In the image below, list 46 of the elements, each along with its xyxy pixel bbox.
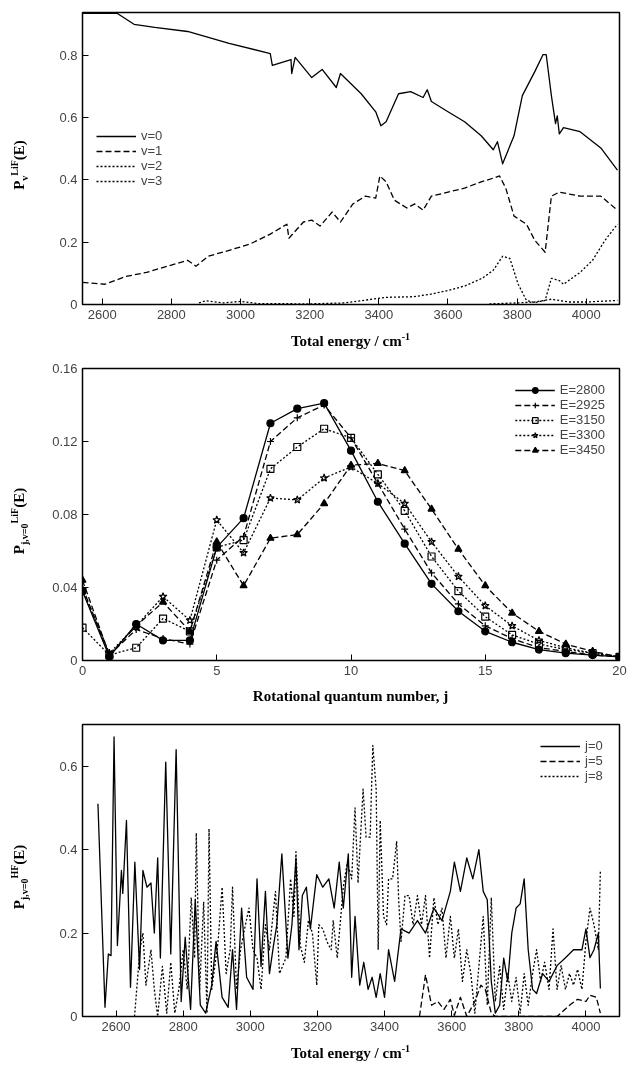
x-tick-label: 3000 [226, 306, 255, 322]
legend-label: v=0 [141, 128, 163, 143]
x-tick-label: 4000 [571, 306, 601, 322]
x-tick-label: 10 [343, 662, 359, 678]
x-tick-label: 3200 [302, 1018, 332, 1034]
x-tick-label: 3400 [364, 306, 394, 322]
x-axis-title: Total energy / cm$^{-1}$ [290, 1042, 411, 1063]
x-tick-label: 15 [478, 662, 493, 678]
legend-label: j=0 [585, 738, 604, 753]
x-axis-title: Total energy / cm$^{-1}$ [290, 330, 411, 351]
y-tick-label: 0.2 [59, 925, 78, 941]
x-tick-label: 2600 [101, 1018, 131, 1034]
y-tick-label: 0.8 [59, 47, 78, 63]
x-tick-label: 3800 [504, 1018, 534, 1034]
x-tick-label: 2600 [87, 306, 117, 322]
y-tick-label: 0.04 [52, 580, 78, 595]
y-tick-label: 0.12 [52, 434, 78, 449]
x-tick-label: 3600 [433, 306, 463, 322]
y-tick-label: 0.6 [59, 110, 78, 126]
x-tick-label: 3800 [502, 306, 532, 322]
x-tick-label: 2800 [168, 1018, 198, 1034]
y-tick-label: 0.2 [59, 234, 78, 250]
y-tick-label: 0.4 [59, 172, 78, 188]
x-tick-label: 4000 [571, 1018, 601, 1034]
y-tick-label: 0.08 [52, 507, 78, 522]
legend-label: E=3150 [559, 412, 605, 427]
legend-label: E=3300 [559, 427, 605, 442]
legend-label: j=8 [585, 768, 604, 783]
x-axis-title: Rotational quantum number, j [251, 687, 450, 706]
legend-label: v=2 [141, 158, 163, 173]
legend-label: v=3 [141, 173, 163, 188]
x-tick-label: 20 [612, 662, 627, 678]
x-tick-label: 3000 [235, 1018, 265, 1034]
legend-label: E=2925 [559, 397, 605, 412]
legend-label: v=1 [141, 143, 163, 158]
x-tick-label: 3600 [437, 1018, 467, 1034]
x-tick-label: 3400 [370, 1018, 400, 1034]
legend-label: j=5 [585, 753, 604, 768]
x-tick-label: 5 [213, 662, 221, 678]
x-tick-label: 2800 [156, 306, 186, 322]
y-tick-label: 0.16 [52, 361, 78, 376]
legend-label: E=2800 [559, 382, 605, 397]
x-tick-label: 3200 [295, 306, 325, 322]
y-tick-label: 0.4 [59, 842, 78, 858]
y-tick-label: 0.6 [59, 758, 78, 774]
legend-label: E=3450 [559, 442, 605, 457]
